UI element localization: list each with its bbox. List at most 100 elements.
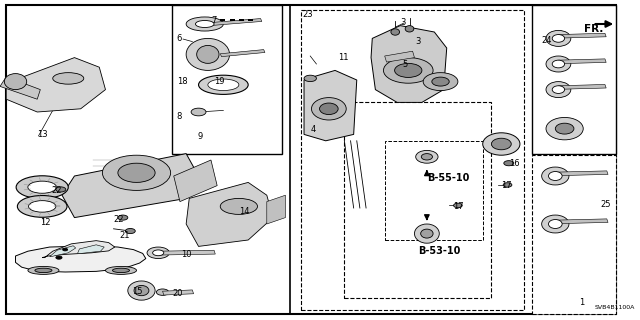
Ellipse shape [147,247,170,259]
Text: 5: 5 [402,60,407,68]
Ellipse shape [420,229,433,238]
Text: 3: 3 [400,18,406,27]
Ellipse shape [541,167,569,185]
Text: 3: 3 [416,37,421,46]
Text: 18: 18 [177,77,188,86]
Ellipse shape [152,250,164,256]
Ellipse shape [383,58,433,83]
Ellipse shape [17,196,67,217]
Polygon shape [559,84,606,89]
Polygon shape [158,250,215,255]
Polygon shape [304,70,356,141]
Ellipse shape [432,77,449,86]
Ellipse shape [52,73,84,84]
Text: 4: 4 [310,125,316,134]
Ellipse shape [186,17,223,31]
Ellipse shape [552,60,564,68]
Ellipse shape [546,82,571,98]
Ellipse shape [4,74,27,90]
Polygon shape [556,171,608,176]
Polygon shape [6,58,106,112]
Ellipse shape [196,45,219,63]
Ellipse shape [56,187,66,192]
Ellipse shape [395,63,422,77]
Text: 8: 8 [177,112,182,121]
Ellipse shape [319,103,338,115]
Ellipse shape [186,38,230,70]
Ellipse shape [454,203,462,208]
Text: 10: 10 [181,250,191,259]
Ellipse shape [552,86,564,93]
Polygon shape [556,219,608,224]
Ellipse shape [504,161,514,166]
Ellipse shape [546,30,571,46]
Text: 17: 17 [501,181,512,190]
Text: B-55-10: B-55-10 [427,172,469,183]
Text: 17: 17 [453,202,463,211]
Ellipse shape [134,285,149,296]
Text: 1: 1 [579,298,584,307]
Bar [173,5,282,154]
Text: B-53-10: B-53-10 [418,246,461,256]
Ellipse shape [552,35,564,42]
Ellipse shape [128,281,155,300]
Text: 22: 22 [51,186,62,195]
Ellipse shape [29,201,56,212]
Ellipse shape [208,79,239,91]
Polygon shape [0,77,40,99]
Bar [344,102,492,298]
Ellipse shape [191,108,206,116]
Bar [385,141,483,240]
Ellipse shape [415,224,439,243]
Ellipse shape [28,181,56,193]
Ellipse shape [312,98,346,120]
Polygon shape [371,26,447,102]
Bar [532,155,616,314]
Text: 21: 21 [119,231,130,240]
Ellipse shape [405,26,414,32]
Text: 15: 15 [132,287,143,296]
Polygon shape [15,246,146,272]
Ellipse shape [483,133,520,155]
Ellipse shape [548,220,562,228]
Ellipse shape [391,29,399,35]
Ellipse shape [541,215,569,233]
Ellipse shape [548,172,562,180]
Ellipse shape [503,183,512,187]
Polygon shape [205,19,262,26]
Text: 23: 23 [302,10,313,19]
Text: 7: 7 [211,16,216,25]
Text: 16: 16 [509,159,520,168]
Polygon shape [220,50,265,57]
Ellipse shape [35,268,52,273]
Ellipse shape [546,117,583,140]
Ellipse shape [423,73,458,91]
Ellipse shape [220,198,257,214]
Polygon shape [230,19,234,21]
Text: 20: 20 [173,289,183,298]
Polygon shape [173,160,217,202]
Polygon shape [559,59,606,64]
Polygon shape [220,19,225,21]
Ellipse shape [556,123,574,134]
Ellipse shape [421,154,433,160]
Ellipse shape [106,266,136,275]
Ellipse shape [492,138,511,150]
Text: 22: 22 [113,215,124,224]
Polygon shape [267,195,285,224]
Polygon shape [186,182,273,246]
Ellipse shape [16,176,68,199]
Ellipse shape [304,75,316,82]
Polygon shape [248,19,253,21]
Polygon shape [62,154,198,218]
Ellipse shape [102,155,171,190]
Polygon shape [559,33,606,38]
Ellipse shape [546,56,571,72]
Text: 25: 25 [600,200,611,209]
Text: 9: 9 [197,132,202,140]
Polygon shape [50,246,76,257]
Ellipse shape [125,228,135,234]
Text: FR.: FR. [584,24,604,35]
Ellipse shape [56,256,62,259]
Polygon shape [385,51,415,62]
